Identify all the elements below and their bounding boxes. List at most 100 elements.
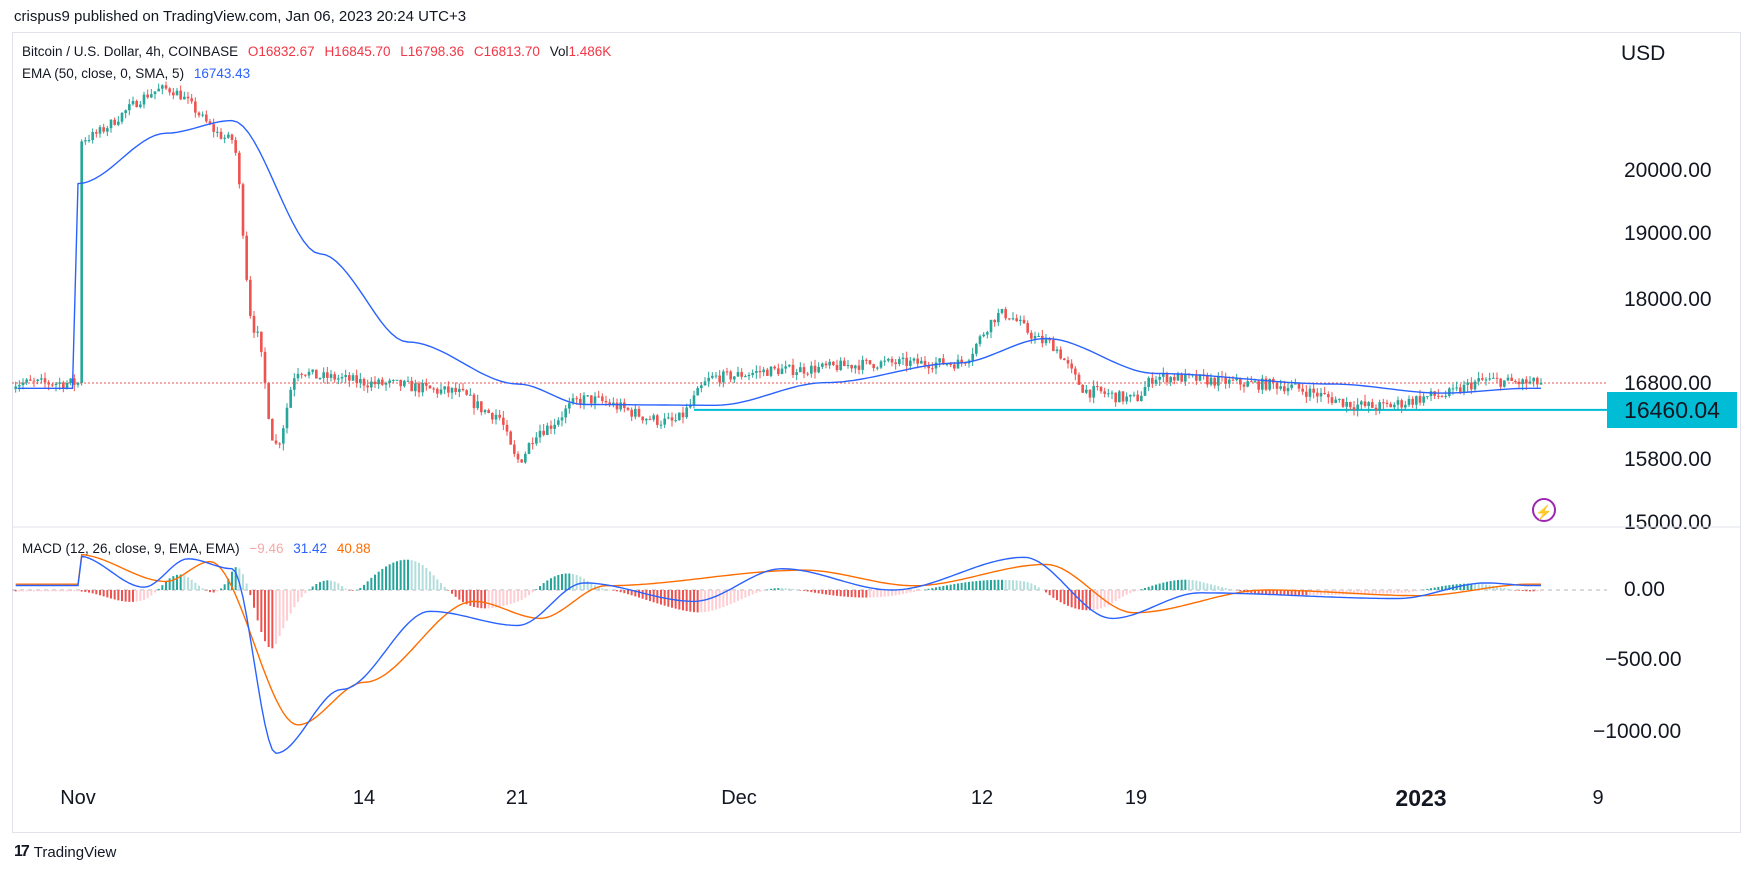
support-price-label[interactable]: 16460.04	[1607, 392, 1737, 428]
tradingview-logo[interactable]: 17 TradingView	[14, 843, 116, 861]
macd-histogram-bar	[1206, 583, 1209, 590]
macd-histogram-bar	[561, 574, 563, 590]
macd-histogram-bar	[1444, 585, 1447, 590]
macd-histogram-bar	[568, 573, 571, 590]
candle-body	[498, 414, 501, 418]
candle-body	[1088, 389, 1092, 398]
candle-body	[461, 388, 465, 391]
candle-body	[1239, 378, 1242, 385]
macd-histogram-bar	[146, 590, 149, 599]
ema-label[interactable]: EMA (50, close, 0, SMA, 5)	[22, 66, 185, 81]
candle-body	[58, 382, 61, 384]
candle-body	[1198, 374, 1202, 381]
candle-body	[326, 372, 329, 378]
candle-body	[1316, 392, 1319, 397]
candle-body	[1019, 319, 1022, 322]
macd-histogram-bar	[788, 588, 791, 590]
macd-histogram-bar	[36, 590, 39, 592]
macd-histogram-bar	[619, 590, 622, 593]
macd-histogram-bar	[1364, 590, 1366, 595]
macd-histogram-bar	[1056, 590, 1058, 601]
candle-body	[362, 378, 366, 386]
candle-body	[945, 363, 949, 365]
macd-label[interactable]: MACD (12, 26, close, 9, EMA, EMA)	[22, 541, 240, 556]
candle-body	[1484, 379, 1488, 381]
candle-body	[1378, 402, 1381, 411]
macd-histogram-bar	[55, 590, 57, 592]
candle-body	[949, 363, 952, 365]
candle-body	[1121, 391, 1125, 402]
candle-body	[472, 394, 476, 409]
lightning-icon[interactable]: ⚡	[1532, 498, 1556, 522]
candle-body	[604, 400, 608, 403]
macd-histogram-bar	[612, 590, 615, 591]
candle-body	[139, 104, 142, 108]
macd-histogram-bar	[377, 571, 380, 590]
candle-body	[25, 379, 28, 383]
macd-histogram-bar	[392, 562, 395, 590]
candle-body	[542, 430, 545, 435]
candle-body	[432, 388, 435, 390]
macd-histogram-bar	[1140, 589, 1143, 590]
price-tick: 15000.00	[1624, 511, 1712, 534]
macd-histogram-bar	[1092, 590, 1095, 610]
candle-body	[670, 417, 674, 421]
macd-histogram-bar	[946, 585, 948, 590]
macd-histogram-bar	[476, 590, 479, 608]
candle-body	[931, 368, 934, 370]
candle-body	[1301, 388, 1304, 392]
candle-body	[1506, 377, 1510, 381]
candle-body	[960, 359, 963, 363]
candle-body	[516, 453, 520, 460]
candle-body	[241, 184, 245, 236]
candle-body	[909, 360, 912, 366]
macd-histogram-bar	[1001, 579, 1003, 590]
macd-histogram-bar	[773, 588, 776, 590]
candle-body	[806, 373, 809, 375]
macd-histogram-bar	[1133, 590, 1135, 592]
candle-body	[1404, 404, 1407, 408]
candle-body	[879, 361, 883, 368]
candle-body	[296, 373, 300, 379]
macd-histogram-bar	[385, 566, 387, 590]
chart-frame[interactable]	[12, 32, 1741, 833]
macd-histogram-bar	[154, 590, 156, 593]
macd-histogram-bar	[770, 588, 772, 590]
candle-body	[51, 384, 54, 386]
candle-body	[476, 401, 479, 409]
macd-histogram-bar	[847, 590, 849, 597]
close-value: C16813.70	[473, 44, 540, 59]
macd-histogram-bar	[1111, 590, 1113, 604]
currency-label[interactable]: USD	[1621, 42, 1666, 65]
candle-body	[377, 379, 380, 385]
macd-histogram-bar	[128, 590, 131, 602]
macd-histogram-bar	[139, 590, 142, 601]
candle-body	[150, 94, 153, 98]
candle-body	[791, 364, 795, 375]
macd-histogram-bar	[733, 590, 736, 603]
candle-body	[340, 376, 344, 379]
candle-body	[538, 430, 542, 438]
macd-histogram-bar	[821, 590, 824, 594]
macd-histogram-bar	[608, 589, 611, 591]
candle-body	[502, 417, 505, 425]
macd-histogram-bar	[539, 586, 541, 590]
candle-body	[799, 367, 802, 373]
candle-body	[120, 112, 124, 122]
macd-histogram-bar	[990, 579, 992, 590]
candle-body	[1334, 399, 1337, 403]
candle-body	[1011, 318, 1015, 320]
candle-body	[1099, 386, 1103, 392]
candle-body	[560, 417, 564, 421]
macd-histogram-bar	[1041, 589, 1044, 591]
candle-body	[458, 388, 461, 393]
macd-histogram-bar	[69, 590, 72, 592]
candle-body	[98, 127, 102, 134]
symbol-name[interactable]: Bitcoin / U.S. Dollar, 4h, COINBASE	[22, 44, 239, 59]
candle-body	[1528, 381, 1532, 384]
macd-histogram-bar	[553, 576, 556, 590]
candle-body	[810, 365, 813, 374]
candle-body	[1092, 386, 1095, 398]
macd-histogram-bar	[509, 590, 512, 604]
